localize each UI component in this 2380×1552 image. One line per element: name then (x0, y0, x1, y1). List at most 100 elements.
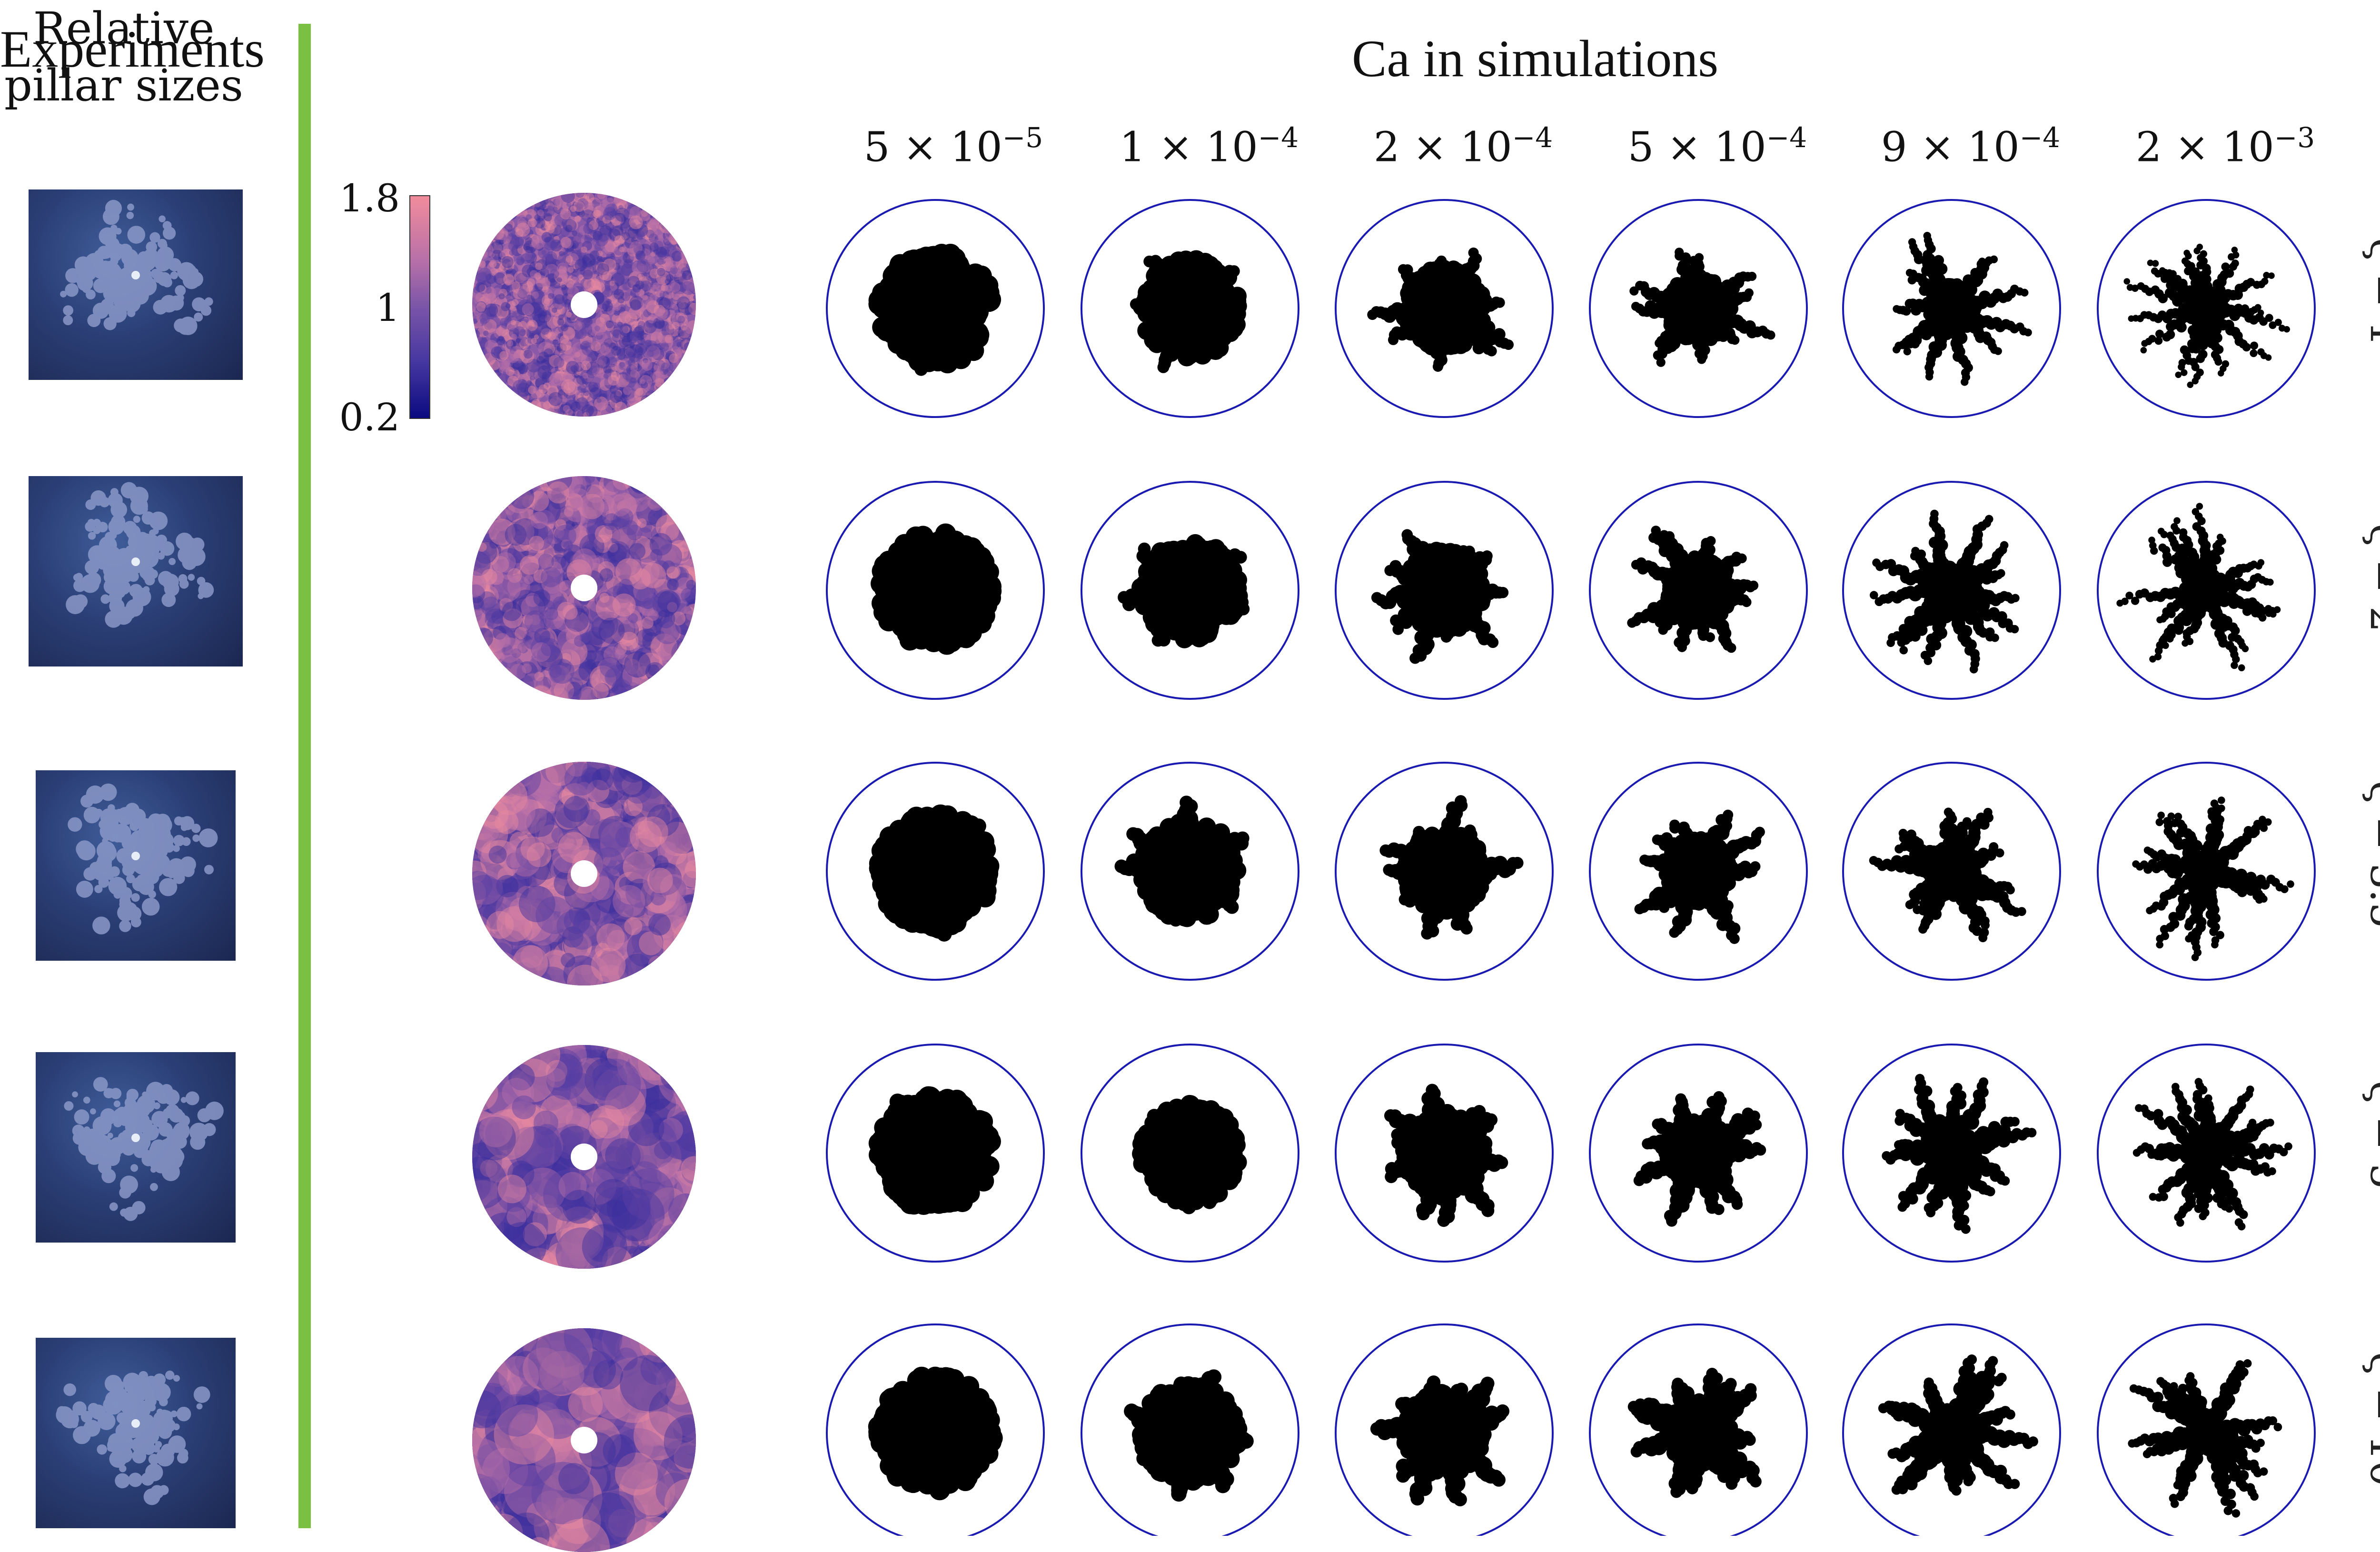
sim-cell-r4-c1 (826, 1044, 1045, 1263)
pillar-map-1 (472, 193, 696, 417)
sim-cell-r3-c6 (2097, 762, 2316, 981)
sim-cell-r1-c2 (1081, 199, 1299, 418)
domain-outline (1081, 481, 1299, 700)
ca-label-2: 1 × 10−4 (1119, 121, 1299, 171)
domain-outline (2097, 1044, 2316, 1263)
colorbar-tick-bottom: 0.2 (339, 395, 400, 439)
invasion-pattern (2132, 1078, 2292, 1231)
domain-outline (1842, 1323, 2061, 1536)
zeta-label-2: ζ = 2 (2361, 524, 2380, 632)
invasion-pattern (1633, 1091, 1766, 1227)
pillar-map-4 (472, 1045, 696, 1269)
domain-outline (1589, 762, 1808, 981)
invasion-pattern (1130, 250, 1247, 373)
colorbar (409, 195, 430, 419)
ca-label-3: 2 × 10−4 (1373, 121, 1553, 171)
pillar-texture (472, 476, 696, 700)
invasion-pattern (869, 804, 1000, 942)
experiment-photo-4 (36, 1052, 236, 1243)
ca-mantissa: 2 (2135, 123, 2162, 171)
invasion-pattern (1629, 248, 1775, 367)
invasion-pattern (868, 1086, 1001, 1215)
domain-outline (1081, 199, 1299, 418)
invasion-pattern (1370, 1375, 1510, 1507)
zeta-label-5: ζ = 10 (2361, 1352, 2380, 1487)
pillar-map-3 (472, 762, 696, 985)
invasion-pattern (868, 1366, 1003, 1501)
ca-mantissa: 2 (1373, 123, 1400, 171)
sim-cell-r1-c3 (1335, 199, 1554, 418)
domain-outline (826, 1323, 1045, 1536)
domain-outline (1589, 1044, 1808, 1263)
domain-outline (1081, 762, 1299, 981)
domain-outline (2097, 199, 2316, 418)
sim-cell-r2-c1 (826, 481, 1045, 700)
ca-exponent: −4 (1258, 121, 1299, 154)
invasion-pattern (1367, 247, 1514, 372)
domain-outline (826, 199, 1045, 418)
invasion-pattern (2123, 243, 2290, 388)
domain-outline (826, 481, 1045, 700)
domain-outline (2097, 762, 2316, 981)
ca-exponent: −4 (1766, 121, 1807, 154)
ca-label-4: 5 × 10−4 (1627, 121, 1807, 171)
invasion-pattern (1379, 795, 1524, 940)
sim-cell-r5-c1 (826, 1323, 1045, 1536)
sim-cell-r3-c1 (826, 762, 1045, 981)
sim-cell-r5-c6 (2097, 1323, 2316, 1536)
sim-cell-r2-c3 (1335, 481, 1554, 700)
pillar-map-5 (472, 1328, 696, 1552)
invasion-pattern (2116, 503, 2281, 671)
sim-cell-r4-c6 (2097, 1044, 2316, 1263)
invasion-pattern (1869, 509, 2020, 674)
domain-outline (1842, 762, 2061, 981)
pillar-texture (472, 1328, 696, 1552)
invasion-pattern (1634, 809, 1765, 944)
invasion-pattern (1882, 1074, 2037, 1234)
ca-label-5: 9 × 10−4 (1881, 121, 2061, 171)
domain-outline (1589, 481, 1808, 700)
experiment-pattern (56, 1370, 210, 1505)
zeta-label-3: ζ = 3.5 (2361, 781, 2380, 929)
invasion-pattern (870, 523, 1002, 655)
domain-outline (1081, 1323, 1299, 1536)
experiment-photo-5 (36, 1338, 236, 1528)
sim-cell-r5-c2 (1081, 1323, 1299, 1536)
invasion-pattern (1114, 796, 1250, 927)
experiment-pattern (66, 482, 214, 628)
invasion-pattern (2132, 796, 2294, 961)
sim-cell-r1-c5 (1842, 199, 2061, 418)
ca-exponent: −4 (2019, 121, 2061, 154)
invasion-pattern (1384, 1084, 1508, 1227)
domain-outline (826, 762, 1045, 981)
domain-outline (1335, 199, 1554, 418)
domain-outline (1335, 481, 1554, 700)
experiment-pattern (64, 1077, 224, 1221)
domain-outline (1842, 1044, 2061, 1263)
sim-cell-r2-c5 (1842, 481, 2061, 700)
sim-cell-r4-c4 (1589, 1044, 1808, 1263)
colorbar-tick-mid: 1 (376, 286, 400, 330)
zeta-label-4: ζ = 5 (2361, 1081, 2380, 1189)
domain-outline (1842, 481, 2061, 700)
experiment-photo-3 (36, 770, 236, 961)
sim-cell-r5-c3 (1335, 1323, 1554, 1536)
green-divider (298, 24, 311, 1528)
sim-cell-r4-c3 (1335, 1044, 1554, 1263)
sim-cell-r3-c5 (1842, 762, 2061, 981)
domain-outline (826, 1044, 1045, 1263)
experiment-photo-1 (29, 189, 243, 380)
sim-cell-r3-c4 (1589, 762, 1808, 981)
sim-cell-r3-c2 (1081, 762, 1299, 981)
domain-outline (2097, 481, 2316, 700)
invasion-pattern (1627, 1368, 1762, 1498)
colorbar-tick-top: 1.8 (339, 176, 400, 220)
invasion-pattern (1892, 232, 2032, 386)
sim-cell-r3-c3 (1335, 762, 1554, 981)
invasion-pattern (1869, 807, 2026, 943)
invasion-pattern (1132, 1094, 1247, 1214)
domain-outline (1081, 1044, 1299, 1263)
invasion-pattern (1118, 534, 1250, 648)
ca-label-1: 5 × 10−5 (863, 121, 1043, 171)
